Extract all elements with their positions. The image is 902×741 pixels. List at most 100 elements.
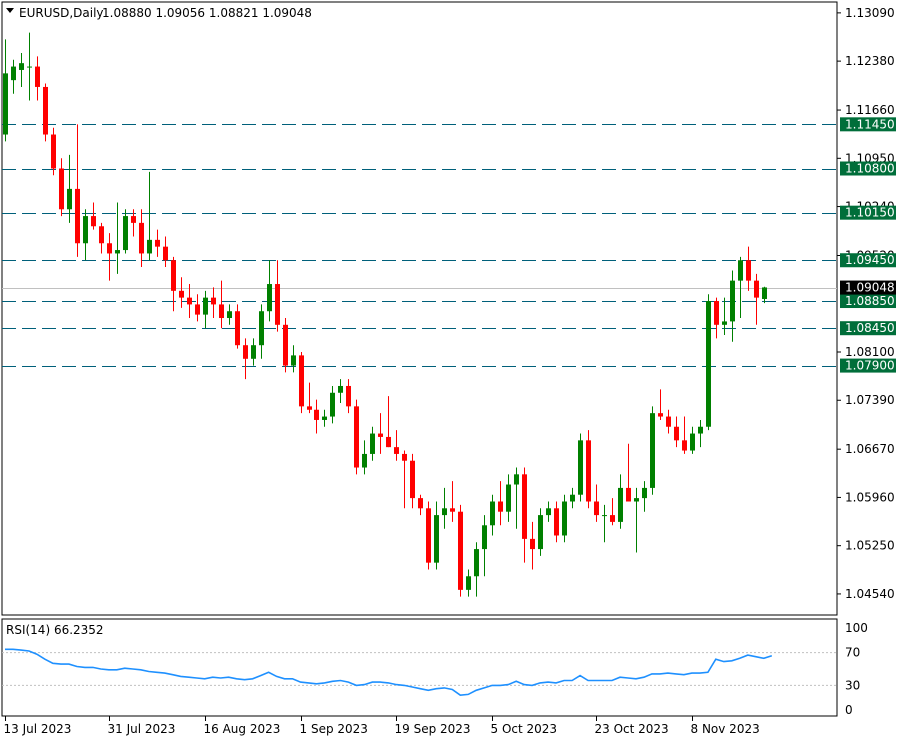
candle-body-bull: [67, 188, 72, 210]
candle-body-bear: [235, 311, 240, 346]
candle-body-bear: [418, 498, 423, 509]
date-tick-label: 31 Jul 2023: [108, 722, 176, 736]
candle-body-bear: [530, 538, 535, 550]
rsi-line: [5, 648, 773, 697]
rsi-panel-frame: [1, 618, 838, 717]
level-price-label: 1.10800: [845, 162, 895, 176]
rsi-panel: 100 70 30 0: [2, 621, 868, 717]
candle-body-bull: [722, 321, 727, 325]
date-tick-label: 16 Aug 2023: [204, 722, 281, 736]
candle-body-bull: [19, 63, 24, 70]
candle-body-bull: [730, 280, 735, 322]
level-price-label: 1.09450: [845, 253, 895, 267]
candle-body-bull: [690, 433, 695, 451]
date-tick-label: 23 Oct 2023: [595, 722, 669, 736]
candle-body-bull: [618, 487, 623, 522]
price-tick-label: 1.06670: [845, 442, 895, 456]
candle-body-bull: [474, 549, 479, 577]
level-price-label: 1.07900: [845, 359, 895, 373]
dropdown-triangle-icon[interactable]: [6, 8, 14, 13]
price-axis: 1.130901.123801.116601.109501.102401.095…: [837, 6, 896, 601]
candle-body-bear: [51, 134, 56, 169]
candle-body-bull: [442, 508, 447, 516]
candle-body-bear: [410, 460, 415, 499]
candle-body-bull: [370, 433, 375, 454]
candle-body-bull: [11, 66, 16, 81]
candle-body-bear: [59, 168, 64, 210]
candle-body-bull: [115, 250, 120, 254]
main-panel-frame: [1, 1, 838, 616]
rsi-level-label: 30: [845, 678, 860, 692]
candle-body-bear: [195, 304, 200, 315]
candle-body-bear: [139, 222, 144, 254]
level-price-label: 1.11450: [845, 117, 895, 131]
candle-body-bear: [155, 239, 160, 247]
chart-frames: [1, 1, 838, 717]
candle-body-bear: [211, 297, 216, 305]
price-tick-label: 1.04540: [845, 587, 895, 601]
candle-body-bear: [43, 86, 48, 135]
rsi-level-label: 0: [845, 703, 853, 717]
candle-body-bear: [674, 426, 679, 441]
date-tick-label: 13 Jul 2023: [4, 722, 72, 736]
candle-body-bear: [426, 508, 431, 563]
candle-body-bear: [626, 487, 631, 502]
candle-body-bear: [243, 345, 248, 359]
rsi-level-label: 100: [845, 621, 868, 635]
chart-header: EURUSD,Daily 1.08880 1.09056 1.08821 1.0…: [6, 6, 312, 20]
price-tick-label: 1.12380: [845, 54, 895, 68]
time-axis: 13 Jul 2023 31 Jul 2023 16 Aug 2023 1 Sep 2…: [4, 716, 760, 736]
price-tick-label: 1.11660: [845, 103, 895, 117]
candle-body-bear: [746, 260, 751, 281]
candle-body-bull: [3, 73, 8, 135]
candle-body-bear: [171, 260, 176, 291]
candle-body-bear: [99, 226, 104, 244]
candle-body-bull: [291, 355, 296, 366]
candle-body-bear: [682, 440, 687, 451]
candle-body-bull: [322, 416, 327, 420]
rsi-level-label: 70: [845, 646, 860, 660]
candle-body-bull: [762, 287, 767, 299]
candle-body-bear: [586, 440, 591, 502]
candle-body-bear: [666, 416, 671, 427]
candle-body-bull: [706, 301, 711, 427]
candle-body-bull: [434, 515, 439, 563]
candle-body-bull: [251, 345, 256, 359]
price-tick-label: 1.05960: [845, 490, 895, 504]
candle-body-bull: [578, 440, 583, 495]
candles: [3, 32, 767, 597]
candle-body-bull: [330, 392, 335, 417]
candle-body-bear: [378, 433, 383, 437]
candle-body-bear: [314, 409, 319, 420]
candle-body-bull: [338, 385, 343, 393]
candle-body-bear: [187, 297, 192, 305]
price-tick-label: 1.13090: [845, 6, 895, 20]
candle-body-bull: [27, 66, 32, 68]
level-price-label: 1.08450: [845, 321, 895, 335]
candle-body-bear: [450, 508, 455, 512]
level-price-tag: [840, 117, 896, 132]
level-price-label: 1.08850: [845, 294, 895, 308]
date-tick-label: 19 Sep 2023: [395, 722, 471, 736]
candle-body-bear: [754, 280, 759, 298]
candle-body-bull: [83, 216, 88, 244]
date-tick-label: 1 Sep 2023: [300, 722, 368, 736]
candle-body-bear: [35, 66, 40, 87]
candle-body-bear: [179, 290, 184, 298]
candle-body-bull: [698, 426, 703, 434]
ohlc-header: 1.08880 1.09056 1.08821 1.09048: [102, 6, 312, 20]
candle-body-bear: [283, 324, 288, 366]
candle-body-bear: [554, 508, 559, 536]
candle-body-bull: [267, 284, 272, 312]
candle-body-bear: [498, 501, 503, 512]
candle-body-bull: [506, 484, 511, 512]
candle-body-bear: [91, 216, 96, 227]
candle-body-bear: [610, 515, 615, 522]
candle-body-bull: [259, 311, 264, 346]
candle-body-bull: [362, 453, 367, 468]
candle-body-bull: [562, 501, 567, 536]
candle-body-bull: [227, 311, 232, 319]
candle-body-bear: [714, 301, 719, 325]
candle-body-bull: [738, 260, 743, 281]
candle-body-bull: [203, 297, 208, 315]
